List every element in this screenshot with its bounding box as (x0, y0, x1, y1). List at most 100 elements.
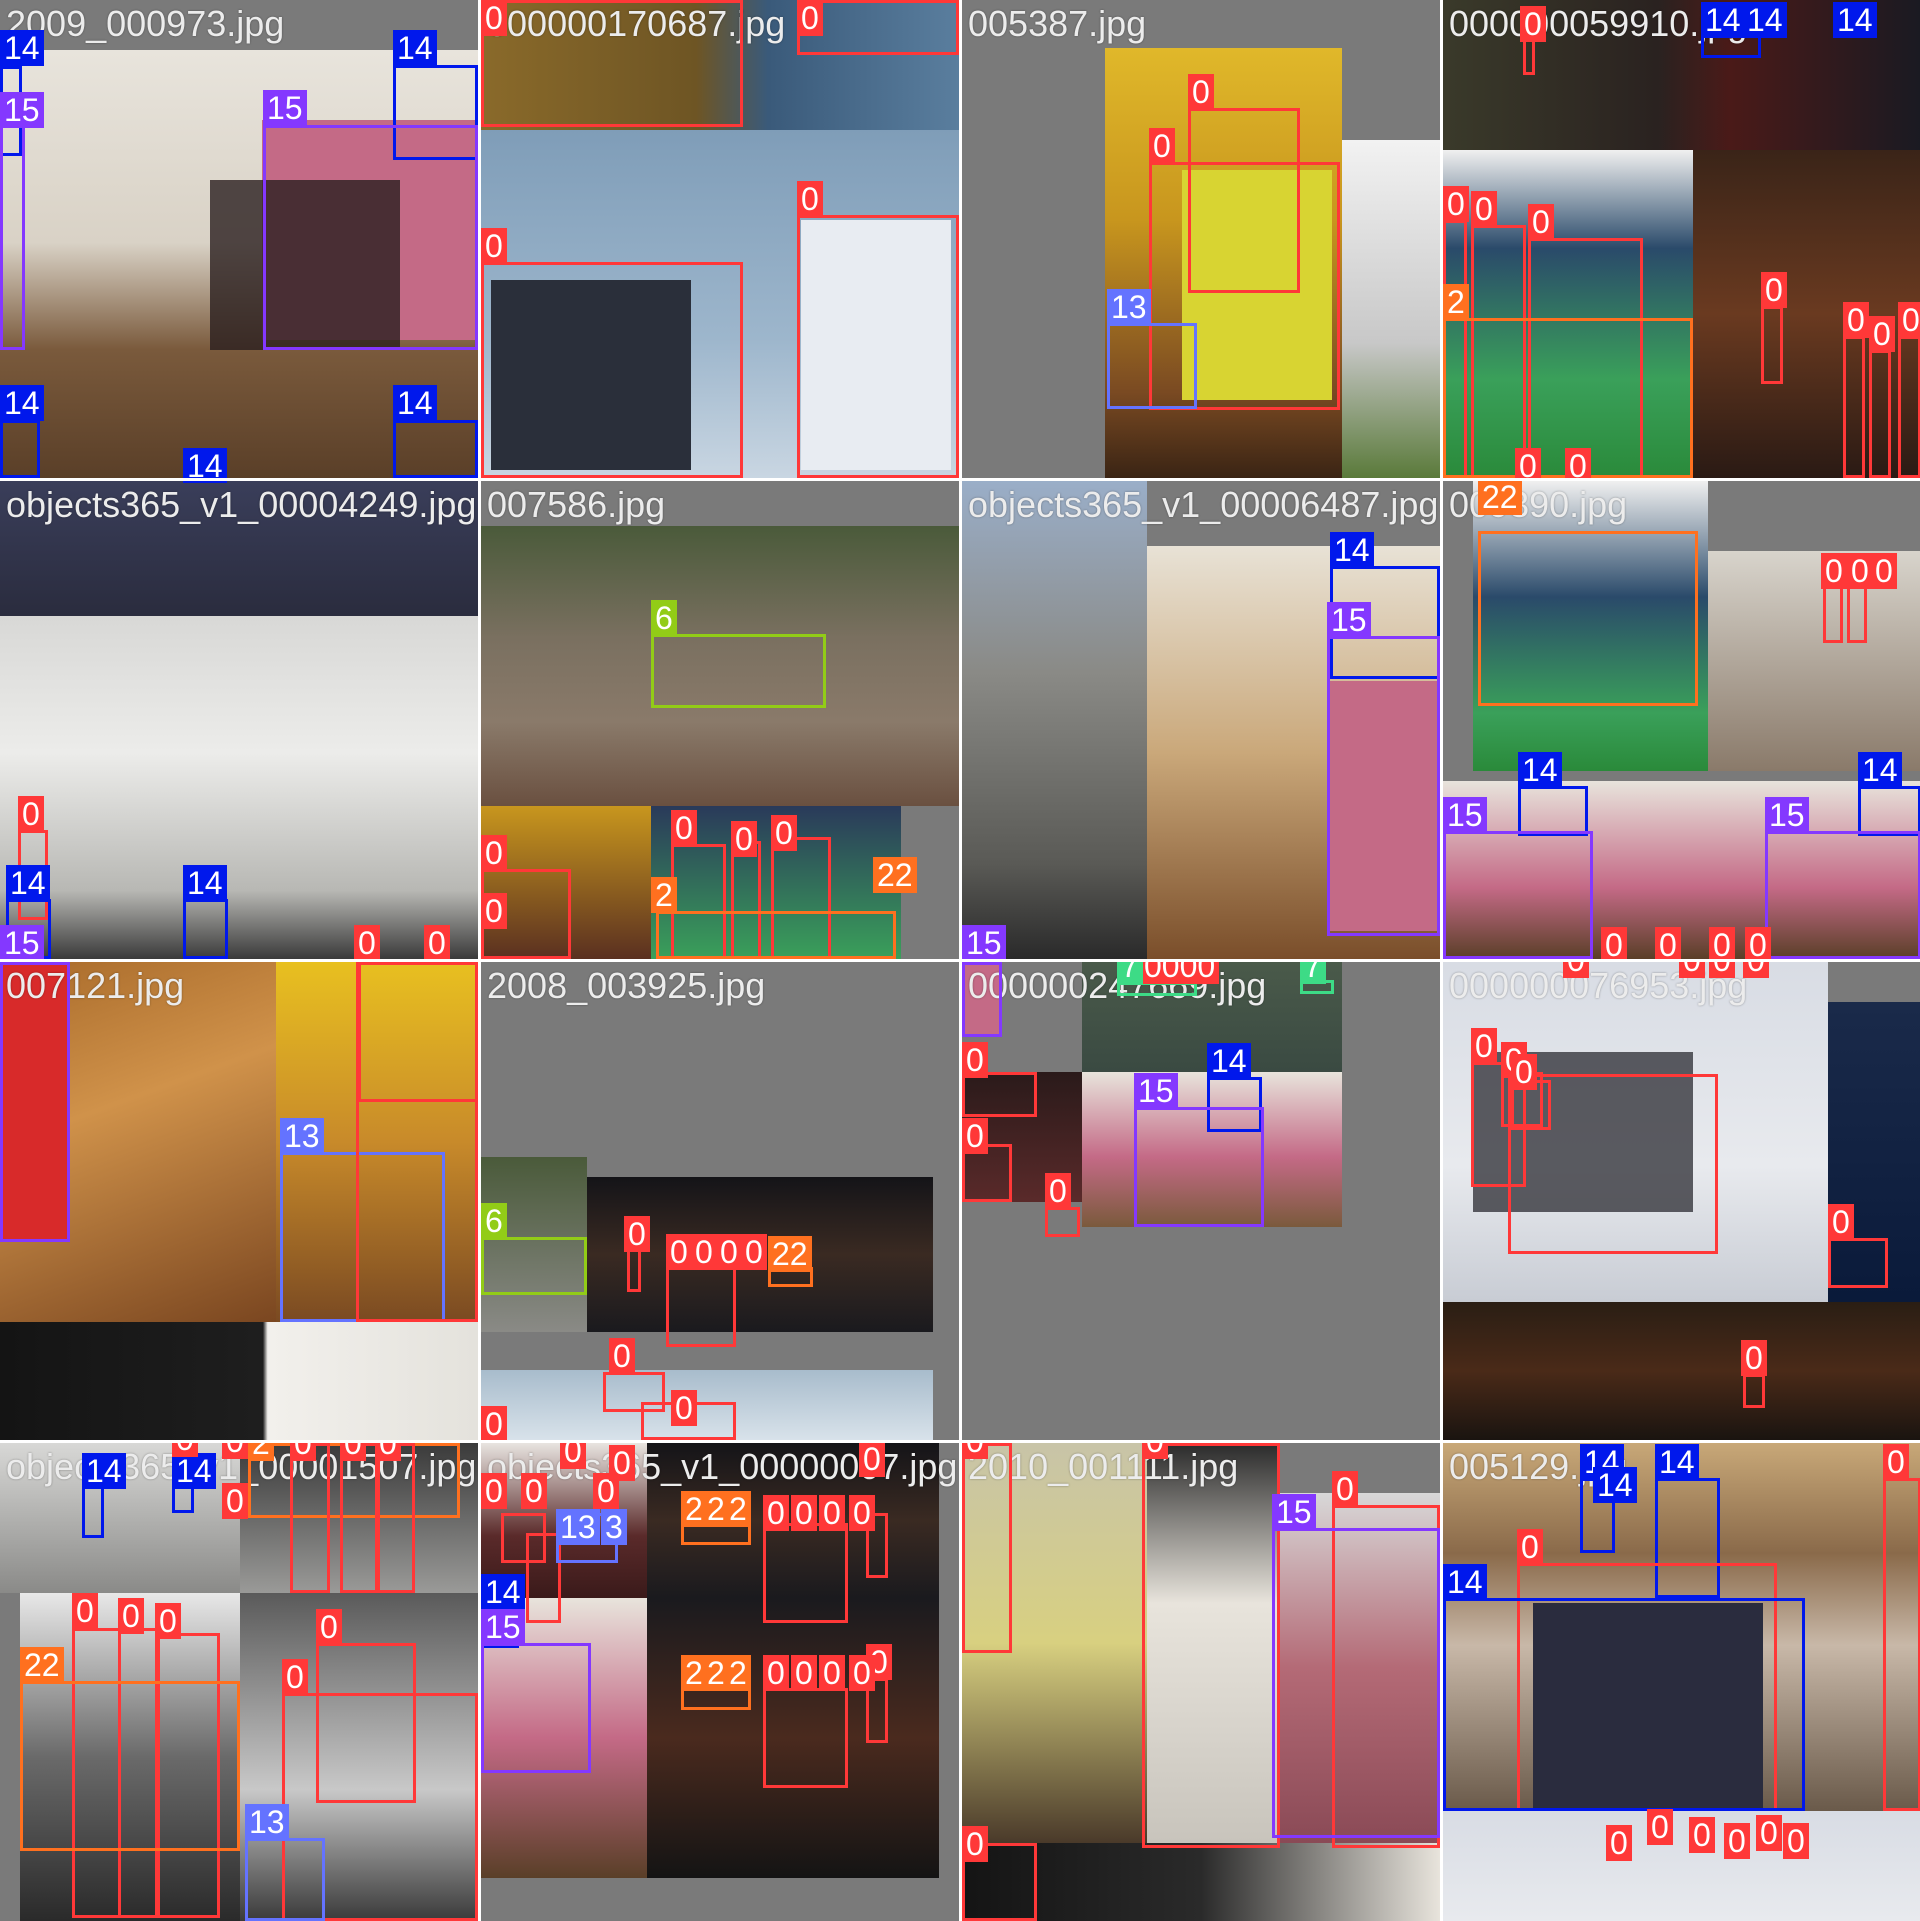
box-label: 0 (521, 1473, 547, 1509)
box-label: 0 (671, 1390, 697, 1426)
box-person (1883, 1478, 1920, 1811)
photo-bottom-dark (962, 1843, 1440, 1921)
box-label: 0 (716, 1234, 742, 1270)
box-person (962, 1443, 1012, 1653)
box-label: 6 (481, 1203, 507, 1239)
box-person (1828, 1238, 1888, 1288)
tile-filename: 2010_001111.jpg (968, 1446, 1239, 1487)
box-label: 0 (1188, 74, 1214, 110)
box-person (526, 1533, 561, 1623)
tile-007121: 007121.jpg 13 (0, 962, 478, 1440)
box-label: 13 (280, 1118, 324, 1154)
box-label: 0 (560, 1443, 586, 1469)
box-label: 14 (1833, 2, 1877, 38)
photo-chair-right (1277, 1493, 1440, 1843)
box-label: 0 (859, 1443, 885, 1477)
photo-snow-bottom (481, 1370, 933, 1440)
box-label: 0 (1724, 1823, 1750, 1859)
photo-train-left (481, 1157, 587, 1332)
box-label: 0 (1511, 1054, 1537, 1090)
box-label: 0 (819, 1655, 845, 1691)
box-label: 2 (725, 1655, 751, 1691)
box-label: 3 (601, 1509, 627, 1545)
box-person (763, 1688, 848, 1788)
box-label: 0 (481, 835, 507, 871)
tile-filename: 005387.jpg (968, 3, 1147, 44)
box-label: 0 (1745, 927, 1771, 959)
box-bottle (245, 1838, 325, 1921)
box-label: 0 (282, 1659, 308, 1695)
tile-2009-000973: 2009_000973.jpg 14 15 14 15 14 14 14 (0, 0, 478, 478)
box-label: 14 (6, 865, 50, 901)
box-bag (20, 1681, 240, 1851)
photo-city-night (1443, 1302, 1920, 1440)
box-label: 0 (763, 1495, 789, 1531)
box-label: 14 (1518, 752, 1562, 788)
box-label: 0 (1471, 1028, 1497, 1064)
box-label: 0 (1517, 1529, 1543, 1565)
photo-dark-strip (0, 1322, 478, 1440)
box-person (501, 1513, 546, 1563)
box-label: 0 (1709, 927, 1735, 959)
box-person (866, 1513, 888, 1578)
box-person (316, 1643, 416, 1803)
box-label: 14 (82, 1453, 126, 1489)
box-chair (0, 962, 70, 1242)
box-label: 15 (0, 925, 44, 959)
box-chair (962, 962, 1002, 1037)
photo-skier-white (801, 220, 951, 470)
box-label: 0 (1689, 1817, 1715, 1853)
photo-model-train (481, 526, 959, 806)
box-label: 0 (1142, 1443, 1168, 1459)
box-bottle (1107, 323, 1197, 409)
box-label: 7 (1117, 962, 1143, 984)
box-label: 0 (172, 1443, 198, 1457)
box-label: 0 (671, 810, 697, 846)
box-label: 0 (609, 1338, 635, 1374)
box-label: 0 (375, 1443, 401, 1461)
box-label: 0000 (1140, 962, 1220, 984)
box-label: 2 (725, 1491, 751, 1527)
photo-legs-gray (240, 1443, 478, 1593)
tile-filename: objects365_v1_00000007.jpg (487, 1446, 958, 1487)
box-label: 2 (703, 1491, 729, 1527)
photo-girls-car (1473, 481, 1708, 771)
box-label: 0 (1471, 191, 1497, 227)
box-label: 0 (1563, 962, 1589, 978)
tile-filename: 2008_003925.jpg (487, 965, 766, 1006)
tile-objects365-v1-00001507: objects365_v1_00001507.jpg 14 14 2 0 0 0… (0, 1443, 478, 1921)
photo-red-chair (0, 962, 70, 1242)
box-label: 0 (1332, 1471, 1358, 1507)
box-boat (1117, 982, 1197, 996)
box-chair (1134, 1107, 1264, 1227)
tile-007586: 007586.jpg 6 0 0 0 0 0 2 22 (481, 481, 959, 959)
box-label: 0 (222, 1443, 248, 1459)
box-label: 0 (1741, 1340, 1767, 1376)
box-label: 14 (393, 30, 437, 66)
box-person (72, 1628, 160, 1918)
box-label: 15 (1443, 797, 1487, 833)
box-label: 0 (1871, 553, 1897, 589)
box-label: 0 (1679, 962, 1705, 978)
photo-baby-sepia (962, 1443, 1147, 1843)
photo-city-buildings (962, 481, 1147, 959)
tile-009390: 009390.jpg 22 0 0 14 14 15 15 0 0 0 0 0 (1443, 481, 1920, 959)
box-label: 0 (1709, 962, 1735, 978)
tile-objects365-v1-00004249: objects365_v1_00004249.jpg 14 0 14 14 15… (0, 481, 478, 959)
tile-filename: 007121.jpg (6, 965, 185, 1006)
box-person (1898, 336, 1920, 478)
box-label: 0 (340, 1443, 366, 1461)
photo-living-room-bl (1443, 781, 1920, 959)
tile-005129: 005129.jpg 14 14 14 0 14 0 0 0 0 0 0 0 (1443, 1443, 1920, 1921)
box-label: 15 (1272, 1494, 1316, 1530)
photo-babies-gray (240, 1593, 478, 1921)
box-person (1843, 336, 1865, 478)
box-label: 15 (962, 925, 1006, 959)
box-label: 0 (791, 1655, 817, 1691)
box-chair-left (0, 125, 25, 350)
box-label: 0 (797, 181, 823, 217)
box-label: 0 (962, 1118, 988, 1154)
box-person (356, 962, 478, 1322)
box-label: 0 (18, 796, 44, 832)
box-label: 0 (1606, 1825, 1632, 1861)
